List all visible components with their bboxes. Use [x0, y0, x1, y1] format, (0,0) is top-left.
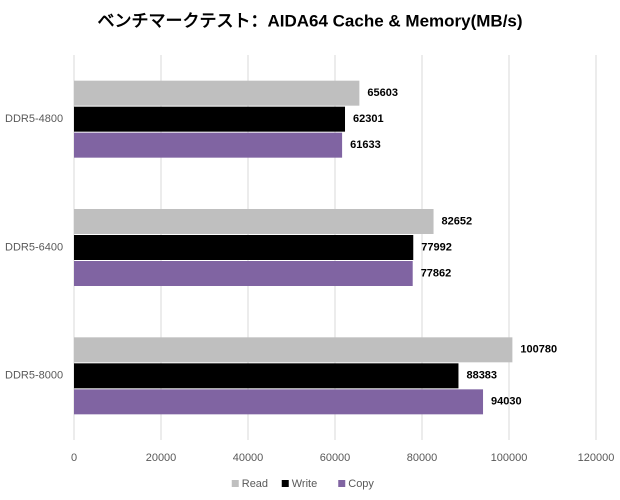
- x-tick-label: 60000: [320, 452, 351, 464]
- bar: [74, 106, 346, 132]
- legend-swatch: [281, 480, 289, 487]
- data-label: 62301: [353, 113, 384, 125]
- legend-swatch: [338, 480, 346, 487]
- y-tick-label: DDR5-4800: [5, 113, 63, 125]
- data-label: 77862: [421, 267, 452, 279]
- legend-swatch: [231, 480, 239, 487]
- bar: [74, 132, 343, 158]
- bar: [74, 363, 459, 389]
- x-tick-label: 80000: [407, 452, 438, 464]
- x-tick-label: 100000: [491, 452, 528, 464]
- data-label: 82652: [442, 215, 473, 227]
- bar: [74, 261, 413, 286]
- legend-label: Copy: [348, 478, 374, 490]
- legend-label: Write: [292, 478, 317, 490]
- bar: [74, 235, 414, 260]
- x-tick-label: 40000: [233, 452, 264, 464]
- data-label: 88383: [466, 370, 497, 382]
- x-tick-label: 0: [71, 452, 77, 464]
- bar: [74, 209, 434, 234]
- data-label: 61633: [350, 139, 381, 151]
- bar: [74, 80, 360, 106]
- data-label: 65603: [367, 87, 398, 99]
- bar: [74, 337, 513, 363]
- y-tick-label: DDR5-8000: [5, 370, 63, 382]
- data-label: 100780: [520, 344, 557, 356]
- bar: [74, 389, 484, 415]
- chart-title: ベンチマークテスト：AIDA64 Cache & Memory(MB/s): [97, 11, 522, 30]
- data-label: 94030: [491, 396, 522, 408]
- legend-label: Read: [242, 478, 268, 490]
- y-tick-label: DDR5-6400: [5, 241, 63, 253]
- x-tick-label: 20000: [146, 452, 177, 464]
- x-tick-label: 120000: [578, 452, 615, 464]
- data-label: 77992: [421, 241, 452, 253]
